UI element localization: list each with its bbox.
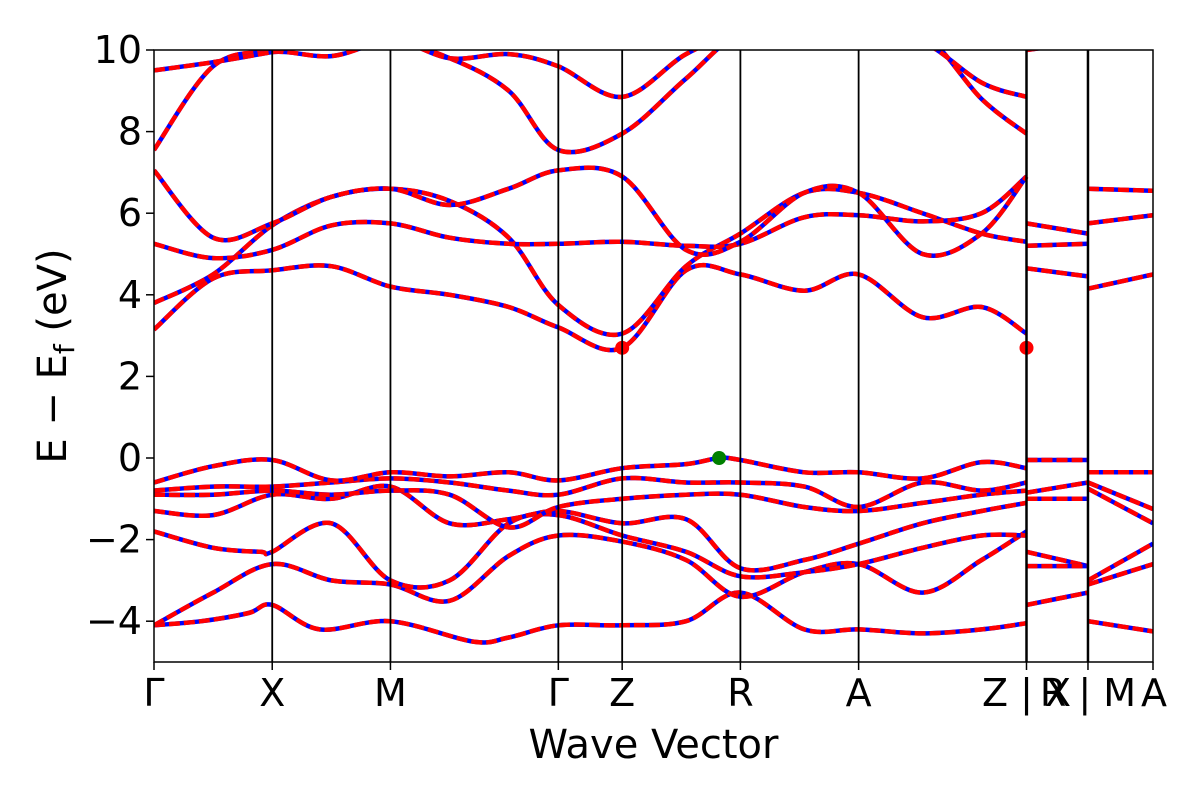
x-tick-label: A (1141, 671, 1167, 715)
y-tick-label: −2 (86, 518, 142, 562)
x-axis-title: Wave Vector (529, 722, 780, 768)
x-tick-label: Z | X (982, 671, 1071, 716)
band-22-spin-down (1026, 50, 1044, 53)
y-tick-label: 8 (118, 110, 142, 154)
band-19-spin-down (1026, 266, 1089, 279)
x-tick-label: Z (609, 671, 635, 715)
band-26-spin-down (1086, 541, 1153, 583)
x-tick-label: X (259, 671, 285, 715)
band-6-spin-down (154, 455, 1027, 485)
band-12-spin-down (154, 50, 1028, 100)
band-8-spin-down (154, 186, 1027, 338)
band-28-spin-down (1087, 618, 1153, 634)
x-tick-label: M (374, 671, 407, 715)
band-0-spin-up (154, 590, 1027, 645)
x-tick-label: R (727, 671, 753, 715)
band-31-spin-down (1087, 186, 1153, 194)
x-tick-label: A (846, 671, 872, 715)
band-24-spin-down (1087, 480, 1153, 512)
y-tick-label: −4 (86, 599, 142, 643)
band-7-spin-down (154, 263, 1028, 353)
band-2-spin-down (154, 511, 1027, 590)
band-14-spin-down (1026, 480, 1089, 495)
band-5-spin-down (154, 475, 1027, 510)
y-axis-title-main: E − E (30, 354, 76, 464)
x-tick-label: Γ (548, 671, 569, 715)
band-0-spin-down (154, 590, 1027, 645)
band-30-spin-down (1087, 212, 1153, 226)
vbm-marker-2 (712, 451, 727, 465)
y-axis-title-subscript: f (48, 343, 81, 354)
band-16-spin-down (1025, 549, 1089, 569)
y-tick-label: 6 (118, 191, 142, 235)
band-1-spin-down (154, 529, 1028, 628)
band-20-spin-down (1026, 241, 1089, 249)
band-9-spin-down (154, 174, 1028, 261)
band-25-spin-down (1086, 486, 1153, 526)
y-axis-ticks: −4 −2 0 2 4 6 8 10 (86, 28, 154, 643)
band-11-spin-down (154, 50, 1028, 155)
band-3-spin-down (154, 483, 1027, 573)
y-tick-label: 0 (118, 436, 142, 480)
band-10-spin-down (154, 165, 1029, 258)
band-22-spin-up (1026, 50, 1044, 53)
band-lines (154, 50, 1153, 645)
band-11-spin-up (154, 50, 1028, 155)
band-7-spin-up (154, 263, 1028, 353)
band-27-spin-down (1087, 561, 1153, 587)
band-3-spin-up (154, 483, 1027, 573)
y-tick-label: 10 (94, 28, 142, 72)
band-4-spin-down (154, 488, 1027, 530)
kpoint-divider-lines (271, 50, 1090, 662)
x-tick-label: R | M (1040, 671, 1136, 716)
plot-frame (153, 49, 1154, 663)
band-21-spin-down (1026, 221, 1089, 236)
y-tick-label: 4 (118, 273, 142, 317)
y-axis-title-unit: (eV) (30, 248, 76, 344)
band-18-spin-down (1026, 590, 1089, 608)
y-tick-label: 2 (118, 354, 142, 398)
band-8-spin-up (154, 186, 1027, 338)
band-29-spin-down (1087, 272, 1153, 291)
y-axis-title: E − Ef (eV) (30, 248, 81, 463)
extrema-markers (615, 340, 1034, 465)
x-tick-label: Γ (143, 671, 164, 715)
